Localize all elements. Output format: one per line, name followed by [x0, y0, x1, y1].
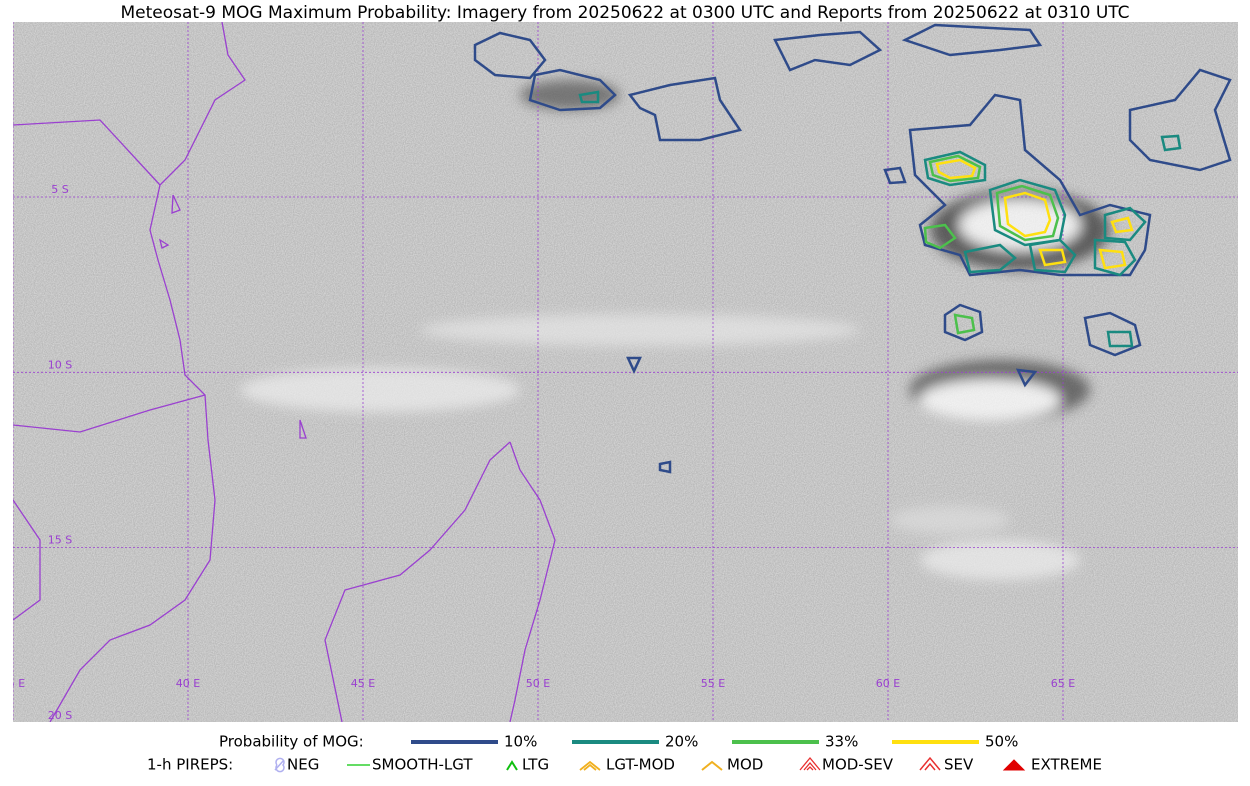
legend-item: 10% [504, 733, 537, 751]
legend-item: 50% [985, 733, 1018, 751]
graticule: 35 E 40 E 45 E 50 E 55 E 60 E 65 E 5 S 10 S 15 S 2… [1, 22, 1238, 722]
legend-label: 1-h PIREPS: [147, 756, 233, 774]
legend-item: SEV [944, 756, 974, 774]
pirep-symbol [701, 760, 723, 771]
longitude-label: 35 E [1, 677, 25, 690]
coastlines [13, 22, 556, 722]
legend-item: 20% [665, 733, 698, 751]
pirep-symbol [506, 760, 518, 771]
legend-item: LGT-MOD [606, 756, 675, 774]
longitude-label: 45 E [351, 677, 375, 690]
legend-item: MOD [727, 756, 763, 774]
longitude-label: 60 E [876, 677, 900, 690]
pirep-symbol [1002, 759, 1026, 771]
pirep-symbol [274, 757, 285, 773]
longitude-label: 50 E [526, 677, 550, 690]
title: Meteosat-9 MOG Maximum Probability: Imag… [120, 3, 1129, 23]
map: 35 E 40 E 45 E 50 E 55 E 60 E 65 E 5 S 10 S 15 S 2… [1, 22, 1238, 722]
legend-item: 33% [825, 733, 858, 751]
latitude-label: 15 S [48, 534, 72, 547]
pirep-symbol [919, 756, 941, 771]
legend: Probability of MOG: 10% 20% 33% 50% 1-h PIREP… [147, 733, 1102, 774]
longitude-label: 65 E [1051, 677, 1075, 690]
legend-label: Probability of MOG: [219, 733, 364, 751]
longitude-label: 40 E [176, 677, 200, 690]
legend-item: SMOOTH-LGT [372, 756, 473, 774]
latitude-label: 10 S [48, 358, 72, 371]
legend-item: EXTREME [1031, 756, 1102, 774]
legend-item: LTG [522, 756, 549, 774]
legend-item: MOD-SEV [822, 756, 894, 774]
legend-item: NEG [287, 756, 319, 774]
latitude-label: 20 S [48, 709, 72, 722]
probability-contours [473, 23, 1232, 474]
longitude-label: 55 E [701, 677, 725, 690]
pirep-symbol [579, 760, 601, 771]
latitude-label: 5 S [51, 183, 68, 196]
pirep-symbol [799, 756, 821, 771]
